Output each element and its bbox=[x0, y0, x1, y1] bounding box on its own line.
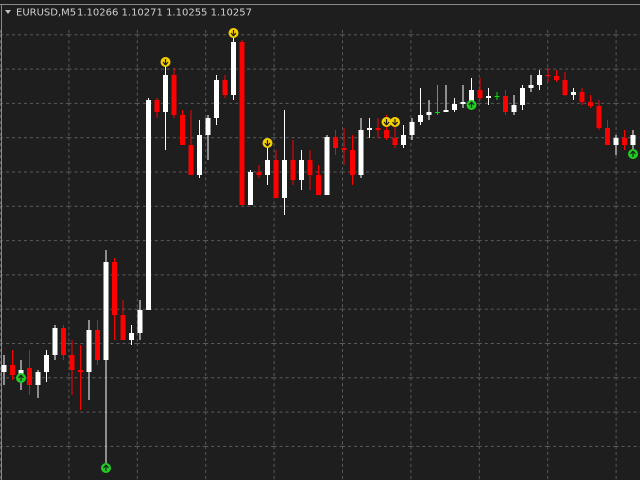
candle-body bbox=[571, 92, 576, 95]
candle-body bbox=[86, 330, 92, 372]
signal-arrow bbox=[383, 119, 390, 126]
candle-body bbox=[537, 75, 542, 85]
candle-body bbox=[375, 128, 381, 130]
candle-body bbox=[384, 130, 389, 138]
signal-buy bbox=[466, 100, 477, 110]
candle-body bbox=[10, 365, 15, 375]
candle-body bbox=[392, 138, 398, 145]
menu-arrow[interactable] bbox=[5, 10, 11, 14]
symbol: EURUSD,M5 bbox=[16, 8, 76, 19]
candle-body bbox=[588, 102, 593, 106]
candle-body bbox=[324, 137, 330, 195]
grid bbox=[0, 28, 640, 480]
candle-body bbox=[256, 172, 262, 175]
candle-body bbox=[239, 42, 245, 205]
candle-body bbox=[469, 90, 474, 102]
candle-body bbox=[231, 42, 236, 95]
candle-body bbox=[613, 138, 619, 145]
signal-arrow bbox=[230, 30, 237, 37]
candle-body bbox=[316, 175, 321, 195]
candle-body bbox=[528, 85, 534, 88]
candle-body bbox=[137, 310, 143, 333]
candle-body bbox=[452, 104, 457, 110]
candle-body bbox=[350, 150, 355, 175]
candle-body bbox=[605, 128, 610, 145]
candle-body bbox=[596, 106, 602, 128]
signal-sell bbox=[262, 138, 273, 148]
signal-arrow bbox=[392, 119, 398, 126]
candle-body bbox=[171, 75, 177, 115]
signal-sell bbox=[160, 57, 171, 67]
candle-body bbox=[103, 262, 109, 360]
candle-body bbox=[477, 90, 483, 98]
signal-sell bbox=[381, 117, 392, 127]
candle-body bbox=[112, 262, 117, 315]
signal-arrow bbox=[264, 140, 271, 147]
candle-body bbox=[205, 118, 211, 135]
signal-arrow bbox=[103, 464, 109, 471]
candle-body bbox=[35, 372, 41, 385]
candle-body bbox=[129, 333, 134, 340]
candle-body bbox=[333, 137, 338, 148]
candle-body bbox=[562, 80, 568, 95]
candle-body bbox=[197, 135, 202, 175]
candle-body bbox=[52, 328, 58, 355]
candle-body bbox=[299, 160, 304, 180]
candle-body bbox=[180, 115, 185, 145]
candle-body bbox=[154, 100, 160, 112]
candle-body bbox=[630, 135, 636, 145]
candle-body bbox=[622, 138, 627, 145]
candle-body bbox=[554, 76, 559, 80]
candle-body bbox=[503, 96, 508, 112]
candle-body bbox=[579, 92, 585, 102]
candle-body bbox=[358, 130, 364, 175]
candle-body bbox=[78, 370, 83, 372]
signal-arrow bbox=[162, 59, 169, 66]
candle-body bbox=[1, 365, 7, 372]
candle-body bbox=[443, 110, 449, 112]
candle-body bbox=[44, 355, 49, 372]
candle-body bbox=[307, 160, 313, 175]
signal-arrow bbox=[630, 150, 636, 157]
candle-body bbox=[95, 330, 100, 360]
candle-body bbox=[120, 315, 126, 340]
candle-body bbox=[418, 115, 423, 122]
candle-body bbox=[494, 96, 500, 97]
candle-body bbox=[520, 88, 525, 105]
candle-body bbox=[163, 75, 168, 112]
signal-buy bbox=[101, 463, 111, 473]
quote: 1.10266 1.10271 1.10255 1.10257 bbox=[77, 8, 252, 19]
candle-body bbox=[290, 160, 296, 180]
candle-body bbox=[341, 148, 347, 150]
candle-body bbox=[27, 368, 32, 385]
candle-body bbox=[486, 96, 491, 98]
candle-body bbox=[426, 112, 432, 115]
candle-body bbox=[435, 112, 440, 113]
candle-body bbox=[248, 172, 253, 205]
candle-body bbox=[61, 328, 66, 355]
candle-body bbox=[69, 355, 75, 370]
candles bbox=[1, 28, 638, 473]
candle-body bbox=[282, 160, 287, 198]
candle-body bbox=[545, 75, 551, 76]
candle-body bbox=[188, 145, 194, 175]
candle-body bbox=[18, 370, 24, 375]
candle-body bbox=[222, 80, 228, 95]
candle-body bbox=[409, 122, 415, 135]
signal-buy bbox=[628, 149, 638, 159]
candle-body bbox=[214, 80, 219, 118]
candle-body bbox=[265, 160, 270, 175]
signal-arrow bbox=[18, 374, 24, 381]
signal-sell bbox=[228, 28, 239, 38]
candle-body bbox=[401, 135, 406, 145]
candle-body bbox=[511, 105, 517, 112]
candle-body bbox=[460, 102, 466, 104]
signal-buy bbox=[16, 373, 26, 383]
candle-body bbox=[146, 100, 151, 310]
candle-body bbox=[367, 128, 372, 130]
signal-arrow bbox=[468, 101, 475, 108]
candle-body bbox=[273, 160, 279, 198]
signal-sell bbox=[390, 117, 400, 127]
